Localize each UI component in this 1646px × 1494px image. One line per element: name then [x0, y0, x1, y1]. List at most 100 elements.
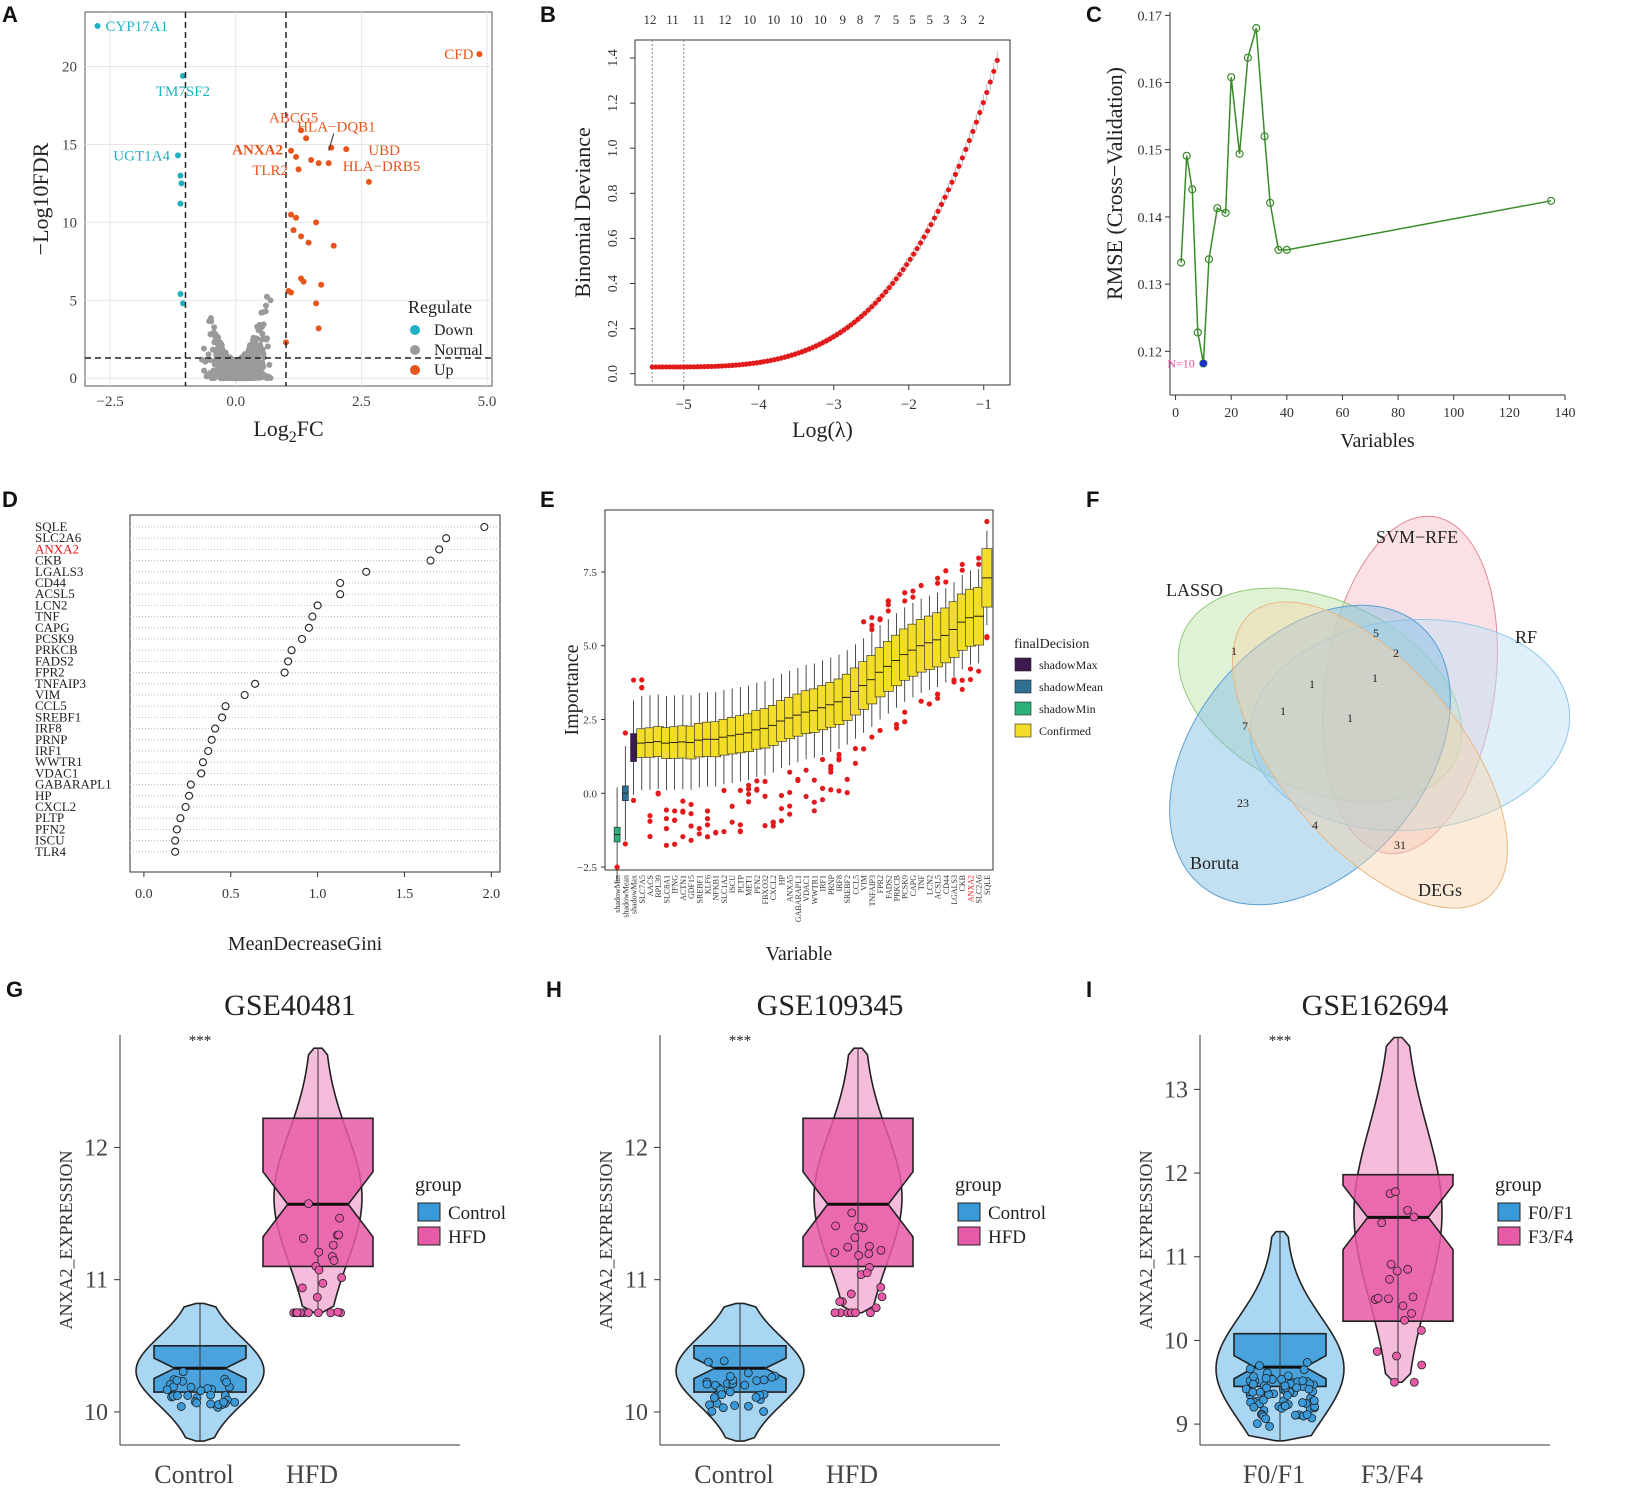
- sample-point: [854, 1222, 864, 1232]
- normal-point: [245, 366, 252, 373]
- normal-point: [255, 359, 262, 366]
- up-point: [300, 278, 307, 285]
- panel-letter: H: [546, 977, 562, 1002]
- sample-point: [304, 1199, 313, 1209]
- sample-point: [1403, 1205, 1412, 1215]
- gene-label: FADS2: [35, 653, 74, 668]
- outlier-point: [951, 679, 957, 685]
- x-tick-label: 120: [1499, 406, 1520, 421]
- sample-point: [702, 1379, 712, 1389]
- outlier-point: [672, 817, 678, 823]
- outlier-point: [811, 808, 817, 814]
- normal-point: [254, 323, 261, 330]
- up-point: [293, 153, 300, 160]
- outlier-point: [688, 837, 694, 843]
- up-point: [315, 325, 322, 332]
- outlier-point: [680, 834, 686, 840]
- x-tick-label: 5.0: [478, 394, 497, 410]
- y-axis-label: ANXA2_EXPRESSION: [56, 1150, 76, 1329]
- panel-letter: F: [1086, 487, 1099, 512]
- outlier-point: [713, 829, 719, 835]
- normal-point: [220, 365, 227, 372]
- y-tick-label: 11: [625, 1268, 648, 1294]
- gene-label: HP: [35, 788, 52, 803]
- sample-point: [1283, 1371, 1293, 1381]
- sample-point: [1290, 1410, 1300, 1420]
- sample-point: [206, 1390, 216, 1400]
- x-tick-label: Control: [694, 1460, 773, 1489]
- outlier-point: [934, 691, 941, 697]
- sample-point: [222, 1377, 231, 1387]
- outlier-point: [630, 677, 637, 683]
- outlier-point: [630, 797, 637, 803]
- gini-dot: [198, 758, 208, 767]
- region-count: 1: [1372, 671, 1378, 685]
- category-label: SREBF2: [843, 875, 852, 903]
- sample-point: [314, 1247, 324, 1257]
- gene-label: CXCL2: [35, 799, 76, 814]
- category-label: MET1: [745, 875, 754, 896]
- top-count-label: 5: [909, 12, 916, 27]
- deviance-point: [907, 256, 913, 263]
- x-tick-label: HFD: [826, 1460, 878, 1489]
- gini-dot: [204, 746, 213, 756]
- chart-title: GSE109345: [757, 989, 904, 1022]
- gene-label: TLR2: [252, 163, 288, 179]
- category-label: VDAC1: [802, 875, 811, 902]
- outlier-point: [729, 803, 735, 809]
- legend-key: [417, 1202, 441, 1222]
- outlier-point: [737, 829, 743, 835]
- gene-label: IRF1: [35, 743, 62, 758]
- deviance-point: [928, 221, 934, 228]
- legend-label: F3/F4: [1528, 1227, 1574, 1248]
- gene-label: CKB: [35, 553, 62, 568]
- normal-point: [267, 297, 274, 304]
- up-point: [288, 147, 295, 154]
- sample-point: [877, 1292, 887, 1302]
- deviance-point: [917, 240, 924, 246]
- sample-point: [1252, 1419, 1262, 1429]
- x-tick-label: 0.0: [135, 887, 153, 902]
- y-tick-label: 13: [1164, 1077, 1188, 1103]
- sample-point: [173, 1391, 182, 1400]
- region-count: 4: [1312, 818, 1318, 832]
- sample-point: [725, 1371, 735, 1381]
- legend-label: shadowMean: [1039, 680, 1103, 694]
- normal-point: [252, 365, 259, 372]
- sample-point: [843, 1242, 853, 1252]
- legend-title: group: [415, 1174, 462, 1196]
- outlier-point: [614, 864, 620, 870]
- plot-frame: [604, 509, 994, 871]
- outlier-point: [926, 701, 932, 707]
- deviance-point: [966, 137, 972, 144]
- legend-label: shadowMin: [1039, 702, 1096, 716]
- sample-point: [751, 1392, 761, 1402]
- normal-point: [241, 370, 248, 377]
- best-point: [1199, 359, 1207, 367]
- sample-point: [862, 1268, 872, 1278]
- gene-label: PLTP: [35, 810, 64, 825]
- gene-label: TNFAIP3: [35, 676, 86, 691]
- outlier-point: [688, 801, 694, 808]
- y-axis-label: −Log10FDR: [28, 142, 53, 255]
- deviance-point: [956, 163, 962, 169]
- category-label: PLTP: [736, 874, 745, 892]
- outlier-point: [655, 790, 661, 796]
- outlier-point: [910, 588, 916, 594]
- sample-point: [730, 1401, 740, 1410]
- x-tick-label: 60: [1335, 406, 1349, 421]
- x-tick-label: F3/F4: [1361, 1460, 1423, 1489]
- sample-point: [1245, 1364, 1255, 1374]
- top-count-label: 11: [666, 12, 679, 27]
- x-tick-label: 140: [1555, 406, 1576, 421]
- gene-label: SLC2A6: [35, 530, 82, 545]
- category-label: CKB: [958, 875, 967, 891]
- outlier-point: [893, 721, 900, 728]
- y-tick-label: 0.2: [606, 320, 621, 338]
- panel-f: F SVM−RFE LASSO RF Boruta DEGs 5 2 1 1 1 1 1 7 23 4 31: [1080, 485, 1646, 955]
- outlier-point: [672, 841, 678, 847]
- sample-point: [314, 1265, 324, 1275]
- down-point: [94, 23, 101, 30]
- down-point: [179, 300, 186, 307]
- legend-key: [957, 1202, 981, 1222]
